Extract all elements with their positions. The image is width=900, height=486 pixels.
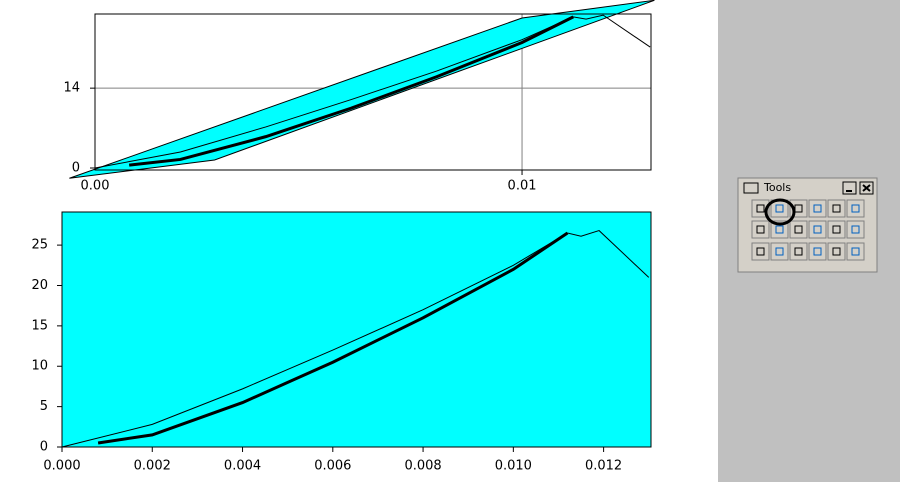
tools-title: Tools	[763, 181, 791, 194]
tool-icon	[813, 225, 822, 234]
tool-button[interactable]	[751, 220, 770, 239]
tool-icon	[832, 225, 841, 234]
chart: 0.00 0.01 0 14	[63, 0, 655, 194]
tools-window: Tools	[737, 177, 878, 273]
tool-button[interactable]	[827, 242, 846, 261]
hand-drawn-circle	[764, 198, 796, 226]
tools-titlebar	[740, 180, 875, 195]
tool-button[interactable]	[751, 242, 770, 261]
x-tick-label: 0.008	[404, 459, 441, 474]
tool-button[interactable]	[827, 220, 846, 239]
y-tick-label: 14	[63, 81, 80, 96]
tool-button[interactable]	[846, 199, 865, 218]
x-tick-label: 0.002	[134, 459, 171, 474]
tool-button[interactable]	[808, 199, 827, 218]
y-tick-label: 20	[31, 278, 48, 293]
tool-icon	[794, 225, 803, 234]
tool-button[interactable]	[808, 220, 827, 239]
x-tick-label: 0.000	[43, 459, 80, 474]
tool-icon	[756, 204, 765, 213]
tool-button[interactable]	[846, 242, 865, 261]
minimize-button[interactable]	[842, 181, 857, 195]
line	[61, 230, 650, 448]
tools-icon	[743, 182, 759, 194]
tool-button[interactable]	[808, 242, 827, 261]
x-tick-label: 0.01	[508, 179, 537, 194]
tool-icon	[813, 204, 822, 213]
tool-icon	[756, 225, 765, 234]
y-tick-label: 25	[31, 238, 48, 253]
tool-icon	[851, 204, 860, 213]
tool-icon	[813, 247, 822, 256]
tool-button[interactable]	[770, 242, 789, 261]
line	[128, 15, 574, 167]
y-tick-label: 10	[31, 359, 48, 374]
tool-buttons	[751, 199, 865, 261]
x-tick-label: 0.010	[495, 459, 532, 474]
tool-icon	[832, 204, 841, 213]
tool-button[interactable]	[789, 220, 808, 239]
tool-button[interactable]	[846, 220, 865, 239]
x-tick-label: 0.00	[81, 179, 110, 194]
y-tick-label: 0	[40, 440, 48, 455]
tool-icon	[851, 247, 860, 256]
tool-icon	[775, 204, 784, 213]
close-glyph	[862, 184, 871, 192]
tool-icon	[794, 247, 803, 256]
tool-button[interactable]	[770, 220, 789, 239]
tool-icon	[756, 247, 765, 256]
tool-button[interactable]	[789, 242, 808, 261]
tool-icon	[851, 225, 860, 234]
tool-button[interactable]	[827, 199, 846, 218]
plot-frame	[94, 13, 652, 171]
y-tick-label: 15	[31, 318, 48, 333]
chart: 0.000 0.002 0.004 0.006 0.008 0.010 0.012 0 5 10 1…	[31, 211, 652, 474]
plot-frame	[61, 211, 652, 448]
tool-icon	[775, 247, 784, 256]
y-tick-label: 0	[72, 161, 80, 176]
x-tick-label: 0.006	[314, 459, 351, 474]
y-tick-label: 5	[40, 399, 48, 414]
x-tick-label: 0.012	[585, 459, 622, 474]
line	[97, 231, 569, 445]
plot-background	[62, 212, 651, 447]
tool-icon	[832, 247, 841, 256]
tool-icon	[775, 225, 784, 234]
x-tick-label: 0.004	[224, 459, 261, 474]
line	[94, 14, 651, 169]
